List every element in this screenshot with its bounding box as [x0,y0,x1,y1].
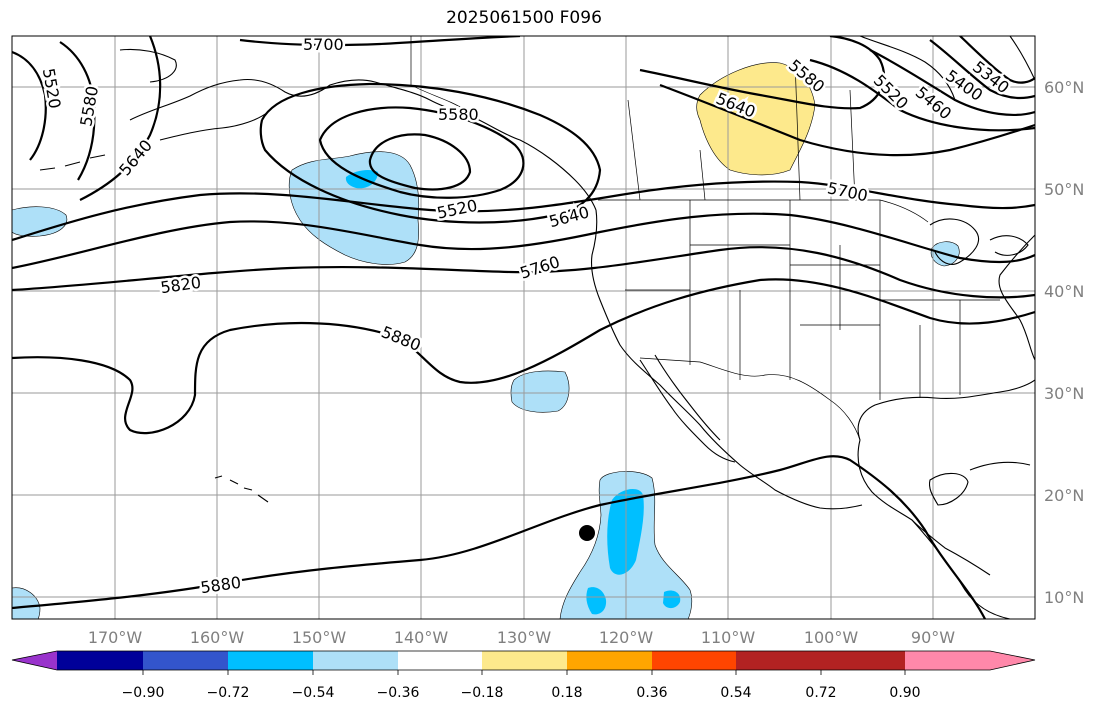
colorbar-ticks [142,670,906,675]
colorbar-bin-4 [313,651,398,670]
arctic-coast [119,48,177,83]
colorbar-label-8: 0.54 [720,685,751,701]
colorbar-label-2: −0.72 [207,685,250,701]
anomaly-negative-subtropical [510,370,570,413]
height-contours [12,36,1035,619]
graticule [12,36,1035,619]
contour-5820 [12,246,1035,299]
cuba [969,461,1031,471]
colorbar-bin-6 [482,651,567,670]
lon-label-110w: 110°W [701,628,756,647]
colorbar-label-3: −0.54 [292,685,335,701]
contour-5460-ne [869,49,1035,116]
lat-label-20n: 20°N [1044,486,1084,505]
contour-5580-low [318,106,525,199]
colorbar-bin-5 [398,651,482,670]
contour-5640-ak [259,82,602,224]
lon-label-120w: 120°W [599,628,654,647]
labrador-coast [1009,36,1035,81]
lat-label-50n: 50°N [1044,180,1084,199]
gulf-of-mexico-coast [857,379,1035,441]
colorbar-label-5: −0.18 [461,685,504,701]
colorbar-bin-7 [567,651,652,670]
coastlines [39,36,1035,619]
colorbar-bin-2 [143,651,228,670]
lat-label-40n: 40°N [1044,282,1084,301]
contour-5400-ne [929,39,1035,100]
anomaly-negative-west-edge [12,206,68,237]
yucatan [928,472,969,506]
contour-5520-nw [12,50,47,161]
contour-5700-ne [12,180,1035,242]
anomaly-positive-canada [696,62,816,176]
colorbar-bin-3 [228,651,313,670]
hudson-bay-coast [859,36,956,101]
colorbar-extend-max [905,651,1035,670]
contour-label-5580-low: 5580 [438,105,479,124]
colorbar-bin-1 [57,651,143,670]
alaska-peninsula [159,111,269,141]
gulf-of-california [654,354,721,441]
colorbar-label-10: 0.90 [889,685,920,701]
colorbar-outline [11,650,1036,671]
contour-5880-mid [12,278,1035,435]
colorbar-label-6: 0.18 [551,685,582,701]
colorbar: −0.90 −0.72 −0.54 −0.36 −0.18 0.18 0.36 … [11,650,1036,701]
lon-label-90w: 90°W [911,628,955,647]
canada-provinces [627,59,856,201]
contour-5760 [12,212,1035,270]
great-lakes [929,218,1029,265]
central-america [911,519,1011,619]
longitude-axis: 170°W 160°W 150°W 140°W 130°W 120°W 110°… [88,628,955,647]
lon-label-150w: 150°W [292,628,347,647]
contour-5640-ne [659,83,1035,157]
anomaly-core-tropical-sw [586,587,607,615]
lon-label-160w: 160°W [190,628,245,647]
colorbar-bin-9 [736,651,821,670]
hawaii-islands [214,475,269,503]
contour-5520-ne [809,58,1035,132]
latitude-axis: 10°N 20°N 30°N 40°N 50°N 60°N [1044,78,1084,607]
contour-5340-ne [959,36,1035,84]
storm-position-dot [579,525,595,541]
contour-5580-nw [59,41,96,181]
alaska-coast [129,78,597,211]
contour-5520-low [368,133,472,191]
anomaly-core-tropical-se [663,590,681,609]
map-title: 2025061500 F096 [446,8,602,28]
map-frame [11,35,1036,620]
colorbar-label-9: 0.72 [805,685,836,701]
colorbar-label-7: 0.36 [636,685,667,701]
baja-peninsula [639,359,736,463]
colorbar-label-4: −0.36 [377,685,420,701]
colorbar-bin-8 [652,651,736,670]
contour-5700-top [239,36,521,47]
colorbar-label-1: −0.90 [122,685,165,701]
colorbar-extend-min [12,651,57,670]
us-mexico-border [639,357,861,441]
lon-label-130w: 130°W [497,628,552,647]
lon-label-140w: 140°W [394,628,449,647]
contour-5640-nw [79,36,162,201]
contour-5580-ne [639,36,885,110]
lat-label-60n: 60°N [1044,78,1084,97]
contour-5880-south [12,455,986,619]
lat-label-30n: 30°N [1044,384,1084,403]
contour-label-5700-top: 5700 [303,35,344,54]
colorbar-bin-10 [821,651,905,670]
lon-label-170w: 170°W [88,628,143,647]
aleutian-islands [39,154,106,171]
lat-label-10n: 10°N [1044,588,1084,607]
lon-label-100w: 100°W [804,628,859,647]
north-america-west-coast [590,209,863,510]
